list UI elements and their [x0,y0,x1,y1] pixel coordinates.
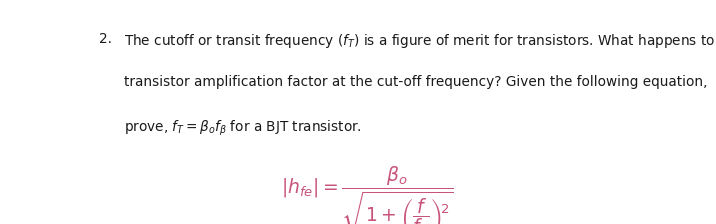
Text: $|h_{fe}| = \dfrac{\beta_o}{\sqrt{1 + \left(\dfrac{f}{f_{\beta}}\right)^{\!2}}}$: $|h_{fe}| = \dfrac{\beta_o}{\sqrt{1 + \l… [281,165,453,224]
Text: prove, $f_T =\beta_o f_\beta$ for a BJT transistor.: prove, $f_T =\beta_o f_\beta$ for a BJT … [125,118,362,138]
Text: transistor amplification factor at the cut-off frequency? Given the following eq: transistor amplification factor at the c… [125,75,708,89]
Text: The cutoff or transit frequency $(f_T)$ is a figure of merit for transistors. Wh: The cutoff or transit frequency $(f_T)$ … [125,32,716,50]
Text: 2.: 2. [100,32,112,46]
